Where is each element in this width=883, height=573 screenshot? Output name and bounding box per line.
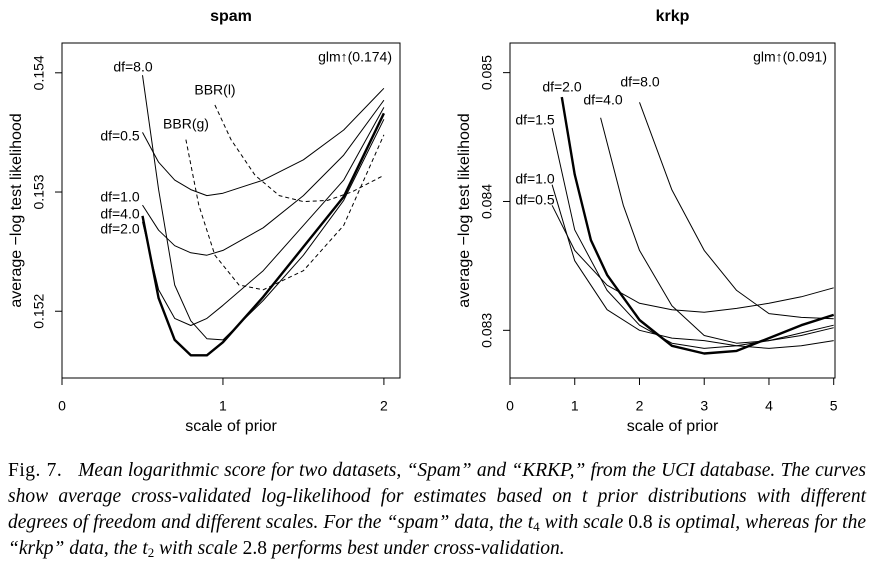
series-label: df=1.0 — [100, 189, 140, 205]
series-line — [214, 104, 385, 203]
x-tick-label: 3 — [700, 398, 708, 414]
series-line — [142, 107, 385, 326]
caption-part: t — [142, 538, 148, 559]
y-tick-label: 0.152 — [31, 294, 47, 329]
caption-label: Fig. 7. — [8, 460, 63, 481]
series-line — [600, 117, 834, 344]
series-line — [560, 96, 835, 355]
caption-number: 0.8 — [628, 512, 653, 533]
caption-part: with scale — [154, 538, 243, 559]
series-label: df=2.0 — [542, 79, 582, 95]
caption-part: t — [582, 486, 588, 507]
y-tick-label: 0.154 — [31, 55, 47, 90]
x-tick-label: 1 — [219, 398, 227, 414]
caption: Fig. 7. Mean logarithmic score for two d… — [8, 458, 866, 562]
x-axis-label: scale of prior — [627, 418, 719, 435]
series-line — [141, 112, 385, 357]
series-label: df=1.0 — [515, 171, 555, 187]
x-tick-label: 0 — [58, 398, 66, 414]
y-tick-label: 0.083 — [479, 313, 495, 348]
caption-part: t — [527, 512, 534, 533]
chart-title: krkp — [656, 8, 690, 25]
series-line — [551, 184, 834, 349]
x-tick-label: 5 — [830, 398, 838, 414]
annotation: glm↑(0.091) — [753, 49, 827, 65]
caption-part: Mean logarithmic score for two datasets,… — [8, 460, 866, 507]
annotation: glm↑(0.174) — [318, 49, 392, 65]
series-label: df=4.0 — [583, 92, 623, 108]
series-line — [551, 127, 834, 349]
plot-frame — [61, 42, 401, 379]
series-label: df=8.0 — [113, 59, 153, 75]
y-tick-label: 0.085 — [479, 55, 495, 90]
series-label: df=2.0 — [100, 221, 140, 237]
caption-part: is optimal, whereas for the “krkp” data,… — [8, 512, 866, 559]
y-axis-label: average −log test likelihood — [456, 113, 473, 307]
caption-text: Mean logarithmic score for two datasets,… — [8, 460, 866, 559]
series-label: df=0.5 — [100, 128, 140, 144]
x-tick-label: 2 — [636, 398, 644, 414]
figure: spam scale of prior average −log test like… — [8, 8, 838, 435]
x-tick-label: 4 — [765, 398, 773, 414]
x-tick-label: 1 — [571, 398, 579, 414]
caption-number: 2.8 — [242, 538, 267, 559]
series-label: df=1.5 — [515, 112, 555, 128]
series-label: df=4.0 — [100, 206, 140, 222]
caption-subscript: 2 — [147, 545, 155, 560]
x-tick-label: 0 — [506, 398, 514, 414]
y-axis-label: average −log test likelihood — [8, 113, 25, 307]
series-line — [142, 87, 385, 197]
series-line — [639, 102, 834, 320]
caption-part: performs best under cross-validation. — [266, 538, 565, 559]
y-tick-label: 0.084 — [479, 184, 495, 219]
caption-part: prior distributions with different degre… — [8, 486, 866, 533]
x-axis-label: scale of prior — [185, 418, 277, 435]
series-label: df=8.0 — [620, 74, 660, 90]
caption-subscript: 4 — [533, 519, 540, 534]
series-line — [551, 205, 834, 313]
x-tick-label: 2 — [380, 398, 388, 414]
series-label: BBR(l) — [194, 82, 235, 98]
series-label: df=0.5 — [515, 192, 555, 208]
chart-title: spam — [210, 8, 252, 25]
y-tick-label: 0.153 — [31, 174, 47, 209]
series-line — [185, 134, 385, 291]
caption-part: with scale — [539, 512, 629, 533]
plot-frame — [509, 42, 836, 379]
series-line — [142, 99, 385, 256]
series-label: BBR(g) — [163, 116, 209, 132]
